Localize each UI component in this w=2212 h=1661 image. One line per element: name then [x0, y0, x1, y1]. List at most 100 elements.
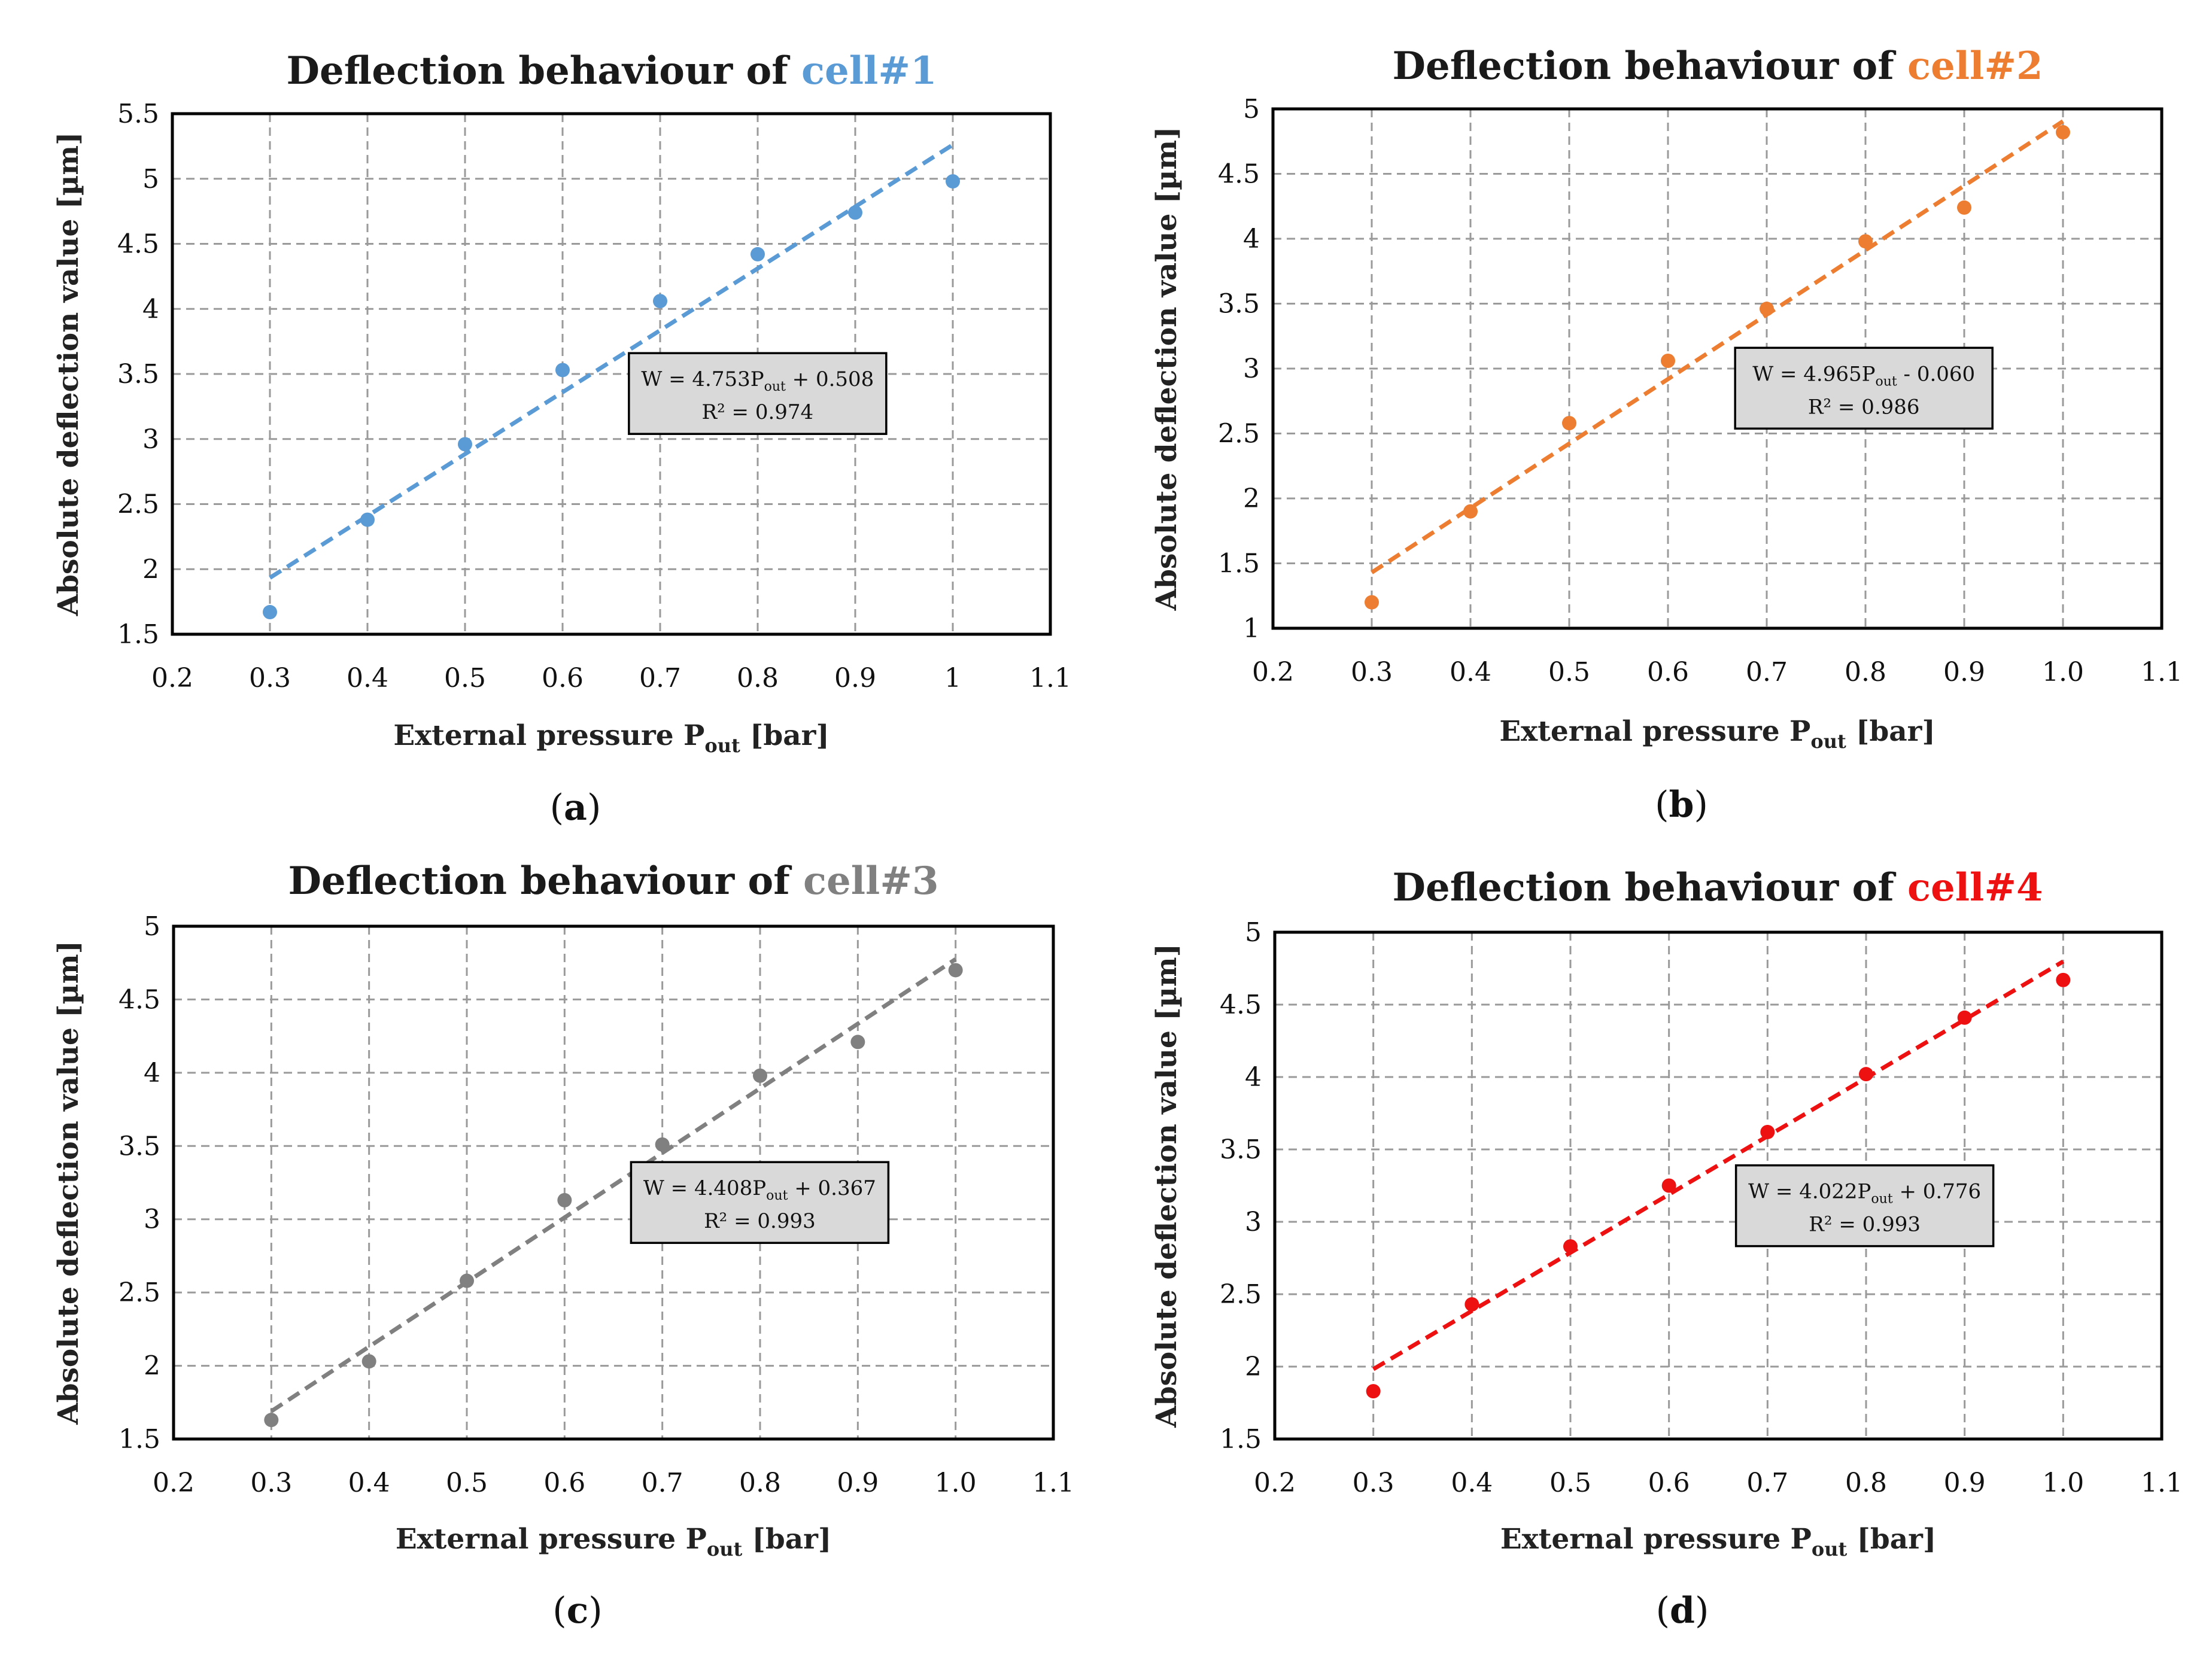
panel-label-open: (: [1655, 784, 1669, 826]
r-squared: R² = 0.974: [702, 400, 814, 424]
x-tick-label: 0.3: [1353, 1468, 1394, 1498]
x-tick-label: 1.0: [2042, 657, 2084, 687]
equation-subscript: out: [764, 379, 786, 394]
plot-frame: [1271, 107, 2164, 630]
x-tick-label: 0.4: [347, 663, 388, 693]
trendline: [270, 957, 957, 1413]
data-point: [653, 294, 667, 309]
x-tick-label: 0.5: [1548, 657, 1590, 687]
data-point: [1859, 1067, 1873, 1082]
data-point: [1365, 595, 1379, 610]
y-tick-label: 2.5: [1218, 419, 1260, 449]
chart-title: Deflection behaviour of cell#4: [1393, 865, 2043, 910]
x-tick-label: 1: [944, 663, 961, 693]
panel-label-close: ): [1694, 784, 1707, 826]
equation-box: [1734, 346, 1994, 430]
x-tick-label: 1.1: [1032, 1468, 1074, 1498]
x-tick-label: 0.5: [1549, 1468, 1591, 1498]
r-squared: R² = 0.986: [1808, 395, 1920, 419]
data-point: [655, 1137, 670, 1152]
x-tick-label: 0.4: [1451, 1468, 1493, 1498]
chart-panel-a: Deflection behaviour of cell#1 0.2 0.3 0.4 0…: [52, 48, 1071, 829]
panel-label-open: (: [552, 1590, 566, 1632]
x-tick-label: 0.6: [1648, 1468, 1690, 1498]
data-point: [1957, 200, 1971, 215]
data-point: [458, 437, 472, 452]
data-point: [1366, 1384, 1381, 1399]
y-tick-label: 1.5: [1218, 549, 1260, 579]
y-tick-label: 5: [144, 911, 160, 942]
x-tick-label: 1.1: [2141, 1468, 2183, 1498]
data-point: [948, 963, 963, 978]
data-point: [2056, 972, 2071, 987]
x-axis-label-unit: [bar]: [742, 1523, 831, 1556]
data-point: [360, 512, 375, 527]
data-point: [1661, 1178, 1676, 1193]
y-tick-label: 1.5: [1220, 1424, 1262, 1455]
panel-label-close: ): [587, 787, 601, 829]
chart-title-prefix: Deflection behaviour of: [288, 859, 804, 903]
y-tick-label: 4.5: [118, 984, 160, 1015]
trendline-equation: W = 4.753Pout + 0.508: [641, 367, 874, 394]
data-point: [361, 1354, 376, 1369]
equation-lhs: W = 4.753P: [641, 367, 764, 391]
panel-label: (b): [1655, 784, 1708, 826]
plot-frame: [1273, 930, 2164, 1441]
x-tick-label: 0.5: [444, 663, 486, 693]
y-tick-label: 4.5: [1218, 159, 1260, 190]
trendline: [269, 143, 954, 580]
equation-box: [1734, 1164, 1995, 1248]
x-tick-label: 0.9: [834, 663, 876, 693]
chart-title-cell: cell#3: [803, 859, 938, 903]
data-point: [2056, 125, 2070, 140]
data-point: [557, 1192, 572, 1207]
equation-rhs: - 0.060: [1897, 362, 1975, 386]
y-tick-label: 4: [1243, 224, 1260, 254]
chart-title-cell: cell#1: [801, 48, 937, 93]
r-squared: R² = 0.993: [704, 1209, 816, 1233]
plot-frame: [171, 112, 1052, 636]
x-axis-label: External pressure Pout [bar]: [396, 1523, 831, 1560]
y-tick-label: 2: [142, 554, 159, 585]
data-point: [264, 1413, 279, 1428]
x-tick-label: 0.7: [1746, 657, 1788, 687]
equation-lhs: W = 4.408P: [643, 1176, 766, 1200]
x-tick-label: 0.3: [250, 1468, 292, 1498]
y-axis-label: Absolute deflection value [µm]: [1150, 944, 1183, 1428]
equation-rhs: + 0.367: [788, 1176, 876, 1200]
panel-label-open: (: [1656, 1590, 1670, 1632]
plot-frame: [172, 924, 1055, 1441]
trendline-equation: W = 4.022Pout + 0.776: [1748, 1180, 1981, 1207]
x-axis-label-subscript: out: [1812, 1538, 1848, 1560]
x-tick-label: 0.7: [642, 1468, 683, 1498]
x-tick-label: 0.4: [348, 1468, 390, 1498]
chart-panel-d: Deflection behaviour of cell#4 0.2 0.3 0.4 0…: [1150, 865, 2183, 1632]
y-axis-label: Absolute deflection value [µm]: [52, 941, 85, 1425]
x-tick-label: 0.6: [542, 663, 584, 693]
y-tick-label: 3.5: [1218, 289, 1260, 320]
x-axis-label: External pressure Pout [bar]: [1500, 1523, 1936, 1560]
data-point: [1760, 302, 1774, 317]
x-axis-label-main: External pressure P: [1499, 715, 1810, 748]
x-tick-label: 0.7: [1746, 1468, 1788, 1498]
panel-label-close: ): [1695, 1590, 1709, 1632]
panel-label-letter: b: [1669, 784, 1694, 826]
y-tick-label: 3: [1243, 354, 1260, 384]
equation-box: [630, 1161, 890, 1244]
y-tick-label: 4.5: [117, 229, 159, 260]
panel-label-letter: c: [567, 1590, 589, 1632]
chart-title: Deflection behaviour of cell#1: [287, 48, 937, 93]
trendline: [1372, 959, 2065, 1371]
y-tick-label: 3.5: [118, 1131, 160, 1161]
y-tick-label: 4: [144, 1058, 160, 1088]
data-point: [1563, 1239, 1578, 1254]
panel-label-letter: d: [1670, 1590, 1695, 1632]
x-axis-label-unit: [bar]: [1847, 1523, 1936, 1556]
x-tick-label: 0.3: [1351, 657, 1393, 687]
panel-label: (a): [550, 787, 601, 829]
x-tick-label: 1.1: [2141, 657, 2183, 687]
y-axis-label: Absolute deflection value [µm]: [52, 132, 85, 617]
equation-lhs: W = 4.965P: [1752, 362, 1875, 386]
data-point: [460, 1273, 474, 1288]
panel-label-letter: a: [564, 787, 587, 829]
